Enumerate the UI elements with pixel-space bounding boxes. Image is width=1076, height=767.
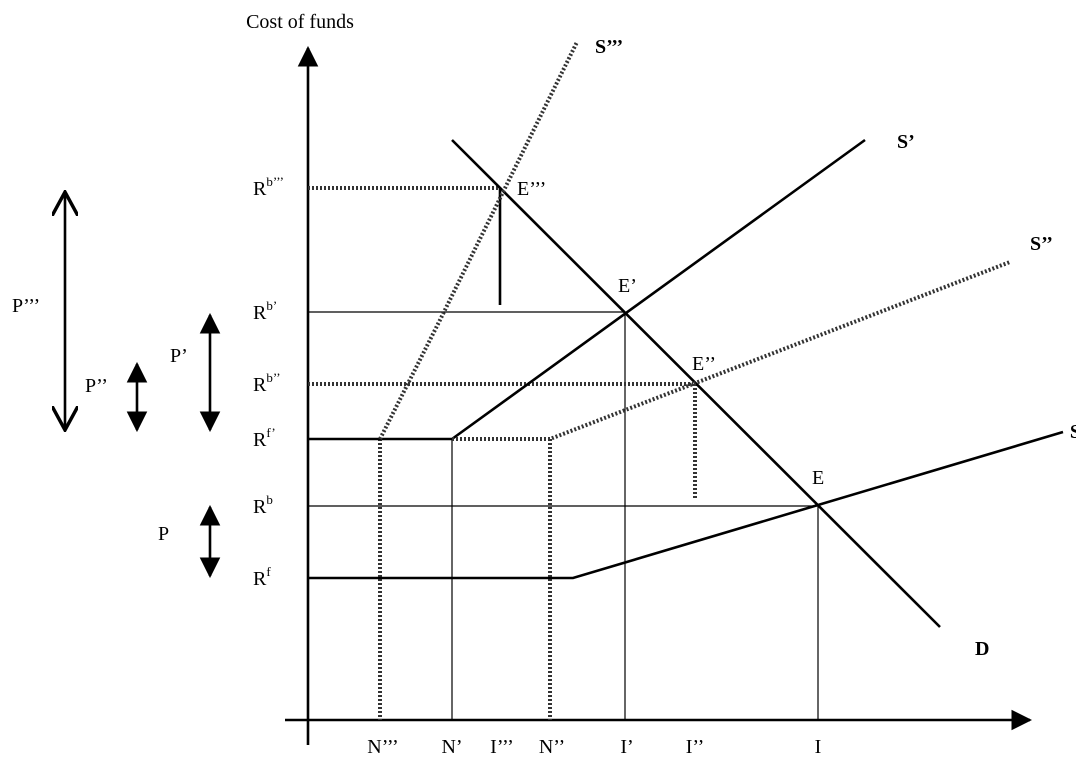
supply-s3: [378, 41, 579, 440]
x-label: N’: [441, 736, 462, 758]
y-label: Rb: [253, 492, 273, 518]
x-label: N’’: [539, 736, 565, 758]
x-label: I: [815, 736, 822, 758]
premium-label: P’’: [85, 375, 108, 397]
curve-label: S’: [897, 131, 915, 153]
point-label: E’’’: [517, 178, 546, 200]
x-labels: N’’’ N’ I’’’ N’’ I’ I’’ I: [367, 736, 821, 758]
demand-curve: [451, 139, 941, 628]
curve-label: D: [975, 638, 989, 660]
point-label: E’: [618, 275, 637, 297]
premium-label: P: [158, 523, 169, 545]
y-label: Rf’: [253, 425, 276, 451]
x-label: I’’’: [490, 736, 514, 758]
x-label: I’’: [686, 736, 705, 758]
y-label: Rb’’’: [253, 174, 284, 200]
x-label: I’: [620, 736, 633, 758]
point-label: E: [812, 467, 824, 489]
x-label: N’’’: [367, 736, 398, 758]
y-label: Rb’: [253, 298, 277, 324]
premium-label: P’’’: [12, 295, 40, 317]
axis-title: Cost of funds: [246, 11, 354, 33]
guides: [308, 186, 819, 720]
curve-label: S’’’: [595, 36, 623, 58]
supply-s1: [308, 138, 866, 441]
y-label: Rf: [253, 564, 271, 590]
curve-label: S: [1070, 421, 1076, 443]
premium-label: P’: [170, 345, 188, 367]
y-labels: Rb’’’ Rb’ Rb’’ Rf’ Rb Rf: [253, 174, 284, 590]
supply-s2: [452, 260, 1011, 441]
curve-label: S’’: [1030, 233, 1053, 255]
y-label: Rb’’: [253, 370, 281, 396]
premium-arrows: [65, 192, 221, 579]
supply-s: [308, 430, 1064, 580]
point-label: E’’: [692, 353, 716, 375]
